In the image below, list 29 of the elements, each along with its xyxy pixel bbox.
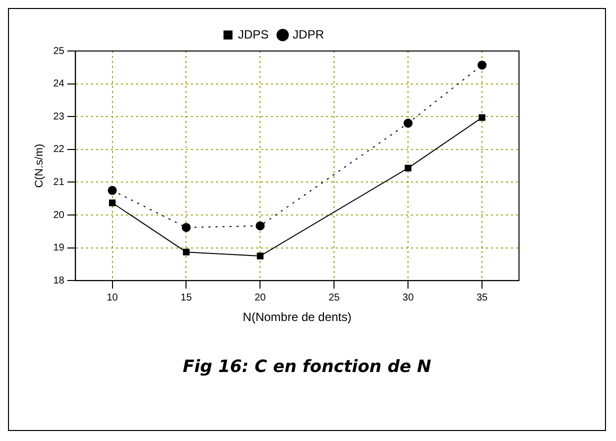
y-tick-label: 19: [53, 242, 65, 254]
x-tick-label: 35: [476, 292, 488, 304]
point: [182, 248, 190, 256]
point: [182, 222, 191, 232]
y-tick-label: 20: [53, 210, 65, 221]
x-tick-label: 30: [402, 292, 414, 304]
x-tick-label: 15: [180, 292, 192, 304]
caption: Fig 16: C en fonction de N: [182, 357, 432, 377]
point: [404, 164, 412, 172]
point: [404, 118, 413, 128]
x-axis-title: N(Nombre de dents): [242, 310, 352, 324]
y-tick-label: 24: [53, 78, 65, 90]
point: [478, 60, 487, 70]
x-tick-label: 20: [254, 292, 266, 304]
legend-label: JDPR: [292, 27, 324, 42]
point: [256, 252, 264, 260]
point: [478, 114, 486, 121]
x-tick-label: 25: [328, 292, 340, 304]
x-tick-label: 10: [106, 292, 118, 304]
point: [108, 200, 116, 206]
y-tick-label: 21: [53, 176, 65, 188]
y-tick-label: 22: [53, 144, 65, 156]
point: [108, 186, 117, 195]
point: [256, 221, 265, 230]
y-tick-label: 25: [53, 46, 65, 57]
y-tick-label: 18: [53, 275, 65, 286]
y-tick-label: 23: [53, 111, 65, 122]
legend-label: JDPS: [238, 27, 269, 42]
y-axis-title: C(N.s/m): [34, 144, 46, 188]
